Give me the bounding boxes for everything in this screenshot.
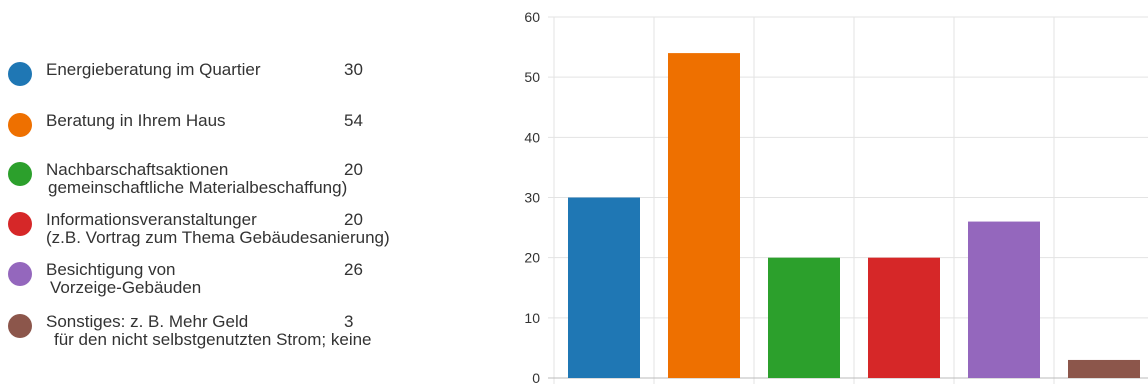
bar: [568, 197, 640, 378]
legend-sublabel: Vorzeige-Gebäuden: [50, 278, 202, 297]
legend-label: Informationsveranstaltunger: [46, 210, 257, 229]
legend-count: 20: [344, 210, 363, 229]
legend-swatch: [8, 212, 32, 236]
y-tick-label: 30: [524, 190, 540, 206]
legend: Energieberatung im Quartier 30 Beratung …: [0, 0, 480, 389]
y-tick-label: 10: [524, 310, 540, 326]
legend-sublabel: (z.B. Vortrag zum Thema Gebäudesanierung…: [46, 228, 390, 247]
y-tick-label: 20: [524, 250, 540, 266]
bar: [868, 257, 940, 378]
bar: [668, 53, 740, 378]
y-tick-label: 50: [524, 69, 540, 85]
y-tick-label: 60: [524, 9, 540, 25]
legend-swatch: [8, 113, 32, 137]
legend-count: 54: [344, 111, 363, 130]
legend-label: Nachbarschaftsaktionen: [46, 160, 229, 179]
legend-label: Energieberatung im Quartier: [46, 60, 261, 79]
y-tick-label: 0: [532, 370, 540, 386]
bar: [1068, 359, 1140, 378]
legend-swatch: [8, 162, 32, 186]
legend-label: Sonstiges: z. B. Mehr Geld: [46, 312, 249, 331]
legend-swatch: [8, 262, 32, 286]
y-tick-label: 40: [524, 129, 540, 145]
legend-sublabel: gemeinschaftliche Materialbeschaffung): [48, 178, 348, 197]
bar: [768, 257, 840, 378]
legend-swatch: [8, 314, 32, 338]
legend-count: 30: [344, 60, 363, 79]
legend-label: Beratung in Ihrem Haus: [46, 111, 226, 130]
legend-sublabel: für den nicht selbstgenutzten Strom; kei…: [54, 330, 372, 349]
legend-swatch: [8, 62, 32, 86]
legend-count: 20: [344, 160, 363, 179]
legend-count: 26: [344, 260, 363, 279]
legend-label: Besichtigung von: [46, 260, 176, 279]
bar: [968, 221, 1040, 378]
legend-count: 3: [344, 312, 354, 331]
